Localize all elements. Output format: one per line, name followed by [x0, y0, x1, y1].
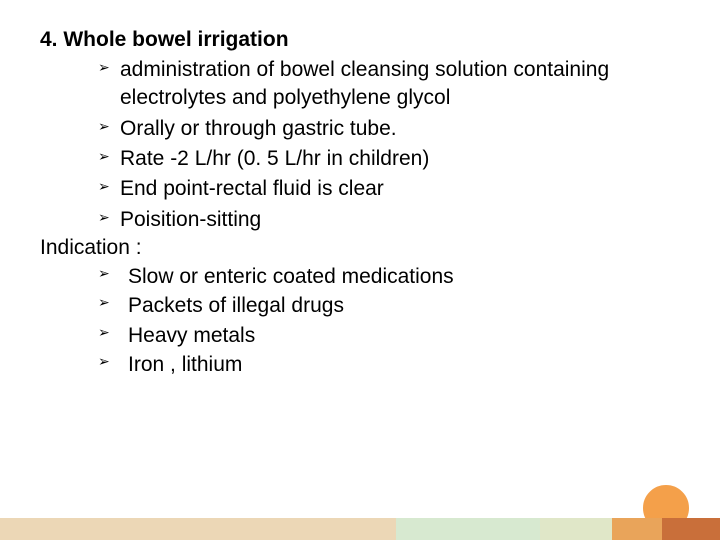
bar-segment: [612, 518, 662, 540]
bar-segment: [0, 518, 396, 540]
indication-bullet-list: Slow or enteric coated medicationsPacket…: [40, 262, 680, 380]
bar-segment: [662, 518, 720, 540]
indication-bullet-item: Packets of illegal drugs: [98, 291, 680, 320]
bar-segment: [540, 518, 612, 540]
main-bullet-item: Orally or through gastric tube.: [98, 115, 680, 143]
indication-bullet-item: Slow or enteric coated medications: [98, 262, 680, 291]
main-bullet-item: End point-rectal fluid is clear: [98, 175, 680, 203]
main-bullet-list: administration of bowel cleansing soluti…: [40, 56, 680, 234]
indication-heading: Indication :: [40, 236, 680, 260]
heading-number: 4.: [40, 28, 58, 51]
bar-segment: [396, 518, 540, 540]
main-bullet-item: administration of bowel cleansing soluti…: [98, 56, 680, 113]
bottom-bar: [0, 518, 720, 540]
section-heading: 4. Whole bowel irrigation: [40, 28, 680, 52]
heading-text: Whole bowel irrigation: [63, 28, 288, 51]
indication-bullet-item: Iron , lithium: [98, 350, 680, 379]
main-bullet-item: Rate -2 L/hr (0. 5 L/hr in children): [98, 145, 680, 173]
slide: 4. Whole bowel irrigation administration…: [0, 0, 720, 540]
main-bullet-item: Poisition-sitting: [98, 206, 680, 234]
indication-bullet-item: Heavy metals: [98, 321, 680, 350]
